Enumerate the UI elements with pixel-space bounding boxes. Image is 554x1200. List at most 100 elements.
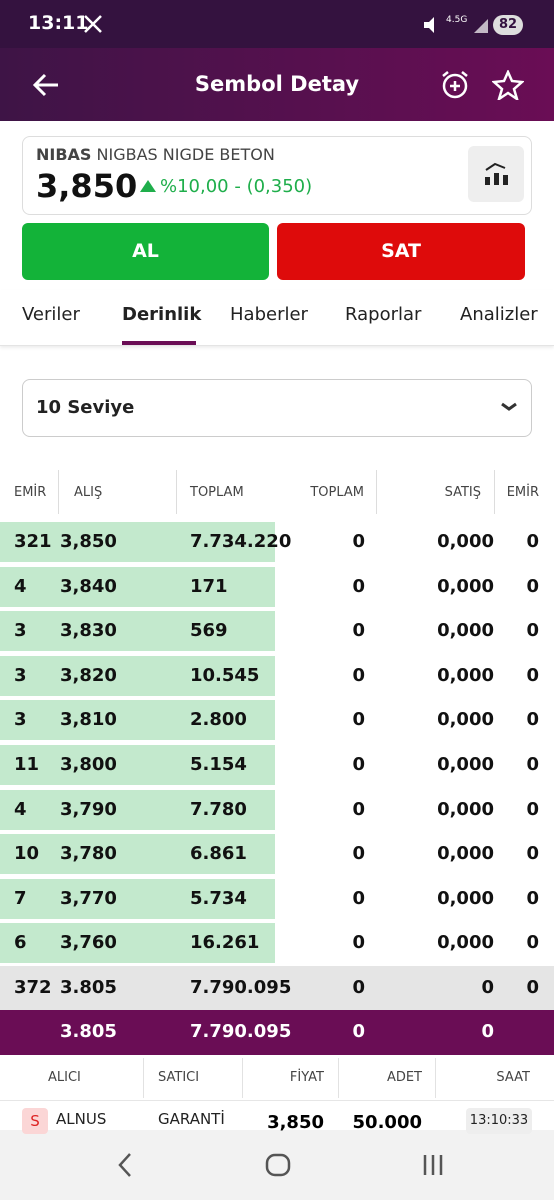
depth-cell: 0,000: [437, 754, 494, 775]
column-header: TOPLAM: [190, 485, 244, 500]
page-title: Sembol Detay: [194, 72, 360, 96]
bid-bar: [0, 745, 275, 785]
bid-bar: [0, 522, 275, 562]
depth-cell: 3,790: [60, 798, 117, 820]
depth-cell: 171: [190, 575, 228, 597]
column-header: EMİR: [506, 485, 539, 500]
divider: [242, 1058, 243, 1098]
depth-cell: 11: [14, 754, 40, 775]
total-row: [0, 966, 554, 1010]
depth-cell: 4: [14, 575, 27, 597]
depth-cell: 0: [526, 843, 539, 865]
depth-cell: 0,000: [437, 932, 494, 954]
divider: [376, 470, 377, 514]
price: 3,850: [36, 167, 138, 205]
alarm-button[interactable]: [440, 70, 470, 100]
bid-bar: [0, 566, 275, 607]
symbol-card: [22, 136, 532, 215]
depth-cell: 0: [352, 709, 365, 731]
depth-cell: 16.261: [190, 932, 260, 954]
total-cell: 3.805: [60, 977, 117, 998]
bid-bar: [0, 655, 275, 696]
selector-value: 10 Seviye: [36, 397, 135, 418]
summary-cell: 3.805: [60, 1021, 117, 1042]
depth-cell: 3,800: [60, 754, 117, 775]
depth-cell: 0: [526, 531, 539, 552]
column-header: SATIŞ: [444, 485, 481, 500]
up-arrow: [140, 180, 156, 192]
tab[interactable]: Derinlik: [122, 304, 202, 325]
depth-cell: 0,000: [437, 531, 494, 552]
depth-cell: 3: [14, 664, 27, 686]
nav-bar: [0, 1130, 554, 1200]
tab[interactable]: Veriler: [22, 304, 80, 325]
tab[interactable]: Raporlar: [345, 304, 422, 325]
column-header: TOPLAM: [310, 485, 364, 500]
depth-cell: 6.861: [190, 843, 247, 865]
app-bar: [0, 48, 554, 121]
depth-cell: 3,810: [60, 709, 117, 731]
depth-cell: 0: [352, 887, 365, 909]
depth-cell: 3,780: [60, 843, 117, 865]
tab[interactable]: Haberler: [230, 304, 308, 325]
depth-cell: 0: [526, 887, 539, 909]
depth-cell: 0: [526, 932, 539, 954]
total-cell: 0: [481, 977, 494, 998]
depth-cell: 0: [526, 798, 539, 820]
depth-cell: 0,000: [437, 887, 494, 909]
summary-cell: 0: [352, 1021, 365, 1042]
tab-indicator: [122, 341, 196, 345]
depth-selector[interactable]: [22, 379, 532, 437]
summary-cell: 7.790.095: [190, 1021, 292, 1042]
battery: 82: [493, 15, 523, 35]
price-change: %10,00 - (0,350): [160, 176, 313, 197]
depth-cell: 0,000: [437, 709, 494, 731]
depth-cell: 2.800: [190, 709, 247, 731]
trade-time: 13:10:33: [466, 1108, 532, 1134]
depth-cell: 0: [526, 620, 539, 642]
total-cell: 7.790.095: [190, 977, 292, 998]
depth-cell: 0: [526, 754, 539, 775]
depth-cell: 569: [190, 620, 228, 642]
bid-bar: [0, 923, 275, 964]
depth-cell: 0: [526, 575, 539, 597]
depth-cell: 3,850: [60, 531, 117, 552]
depth-cell: 0,000: [437, 798, 494, 820]
bid-bar: [0, 834, 275, 875]
symbol-code: NIBAS: [36, 145, 92, 164]
trade-column: SAAT: [496, 1070, 530, 1085]
depth-cell: 0: [526, 664, 539, 686]
depth-cell: 0,000: [437, 843, 494, 865]
chevron: [501, 402, 517, 411]
bid-bar: [0, 789, 275, 830]
depth-cell: 6: [14, 932, 27, 954]
sell-button[interactable]: SAT: [277, 223, 525, 280]
tab-bar: [0, 290, 554, 346]
buy-button[interactable]: AL: [22, 223, 269, 280]
depth-cell: 0,000: [437, 620, 494, 642]
depth-cell: 3,840: [60, 575, 117, 597]
divider: [176, 470, 177, 514]
symbol-name: NIGBAS NIGDE BETON: [96, 145, 275, 164]
bid-bar: [0, 700, 275, 741]
depth-cell: 0: [352, 575, 365, 597]
trades-header: [0, 1055, 554, 1101]
depth-cell: 4: [14, 798, 27, 820]
summary-cell: 0: [481, 1021, 494, 1042]
depth-cell: 3,830: [60, 620, 117, 642]
depth-cell: 7.734.220: [190, 531, 292, 552]
depth-cell: 0: [352, 843, 365, 865]
back-button[interactable]: [32, 72, 60, 98]
column-header: EMİR: [14, 485, 47, 500]
depth-cell: 3,760: [60, 932, 117, 954]
depth-cell: 5.154: [190, 754, 247, 775]
bid-bar: [0, 611, 275, 652]
depth-cell: 3,820: [60, 664, 117, 686]
favorite-button[interactable]: [492, 70, 524, 100]
column-header: ALIŞ: [74, 485, 103, 500]
tab[interactable]: Analizler: [460, 304, 538, 325]
depth-cell: 0: [352, 932, 365, 954]
total-cell: 0: [526, 977, 539, 998]
